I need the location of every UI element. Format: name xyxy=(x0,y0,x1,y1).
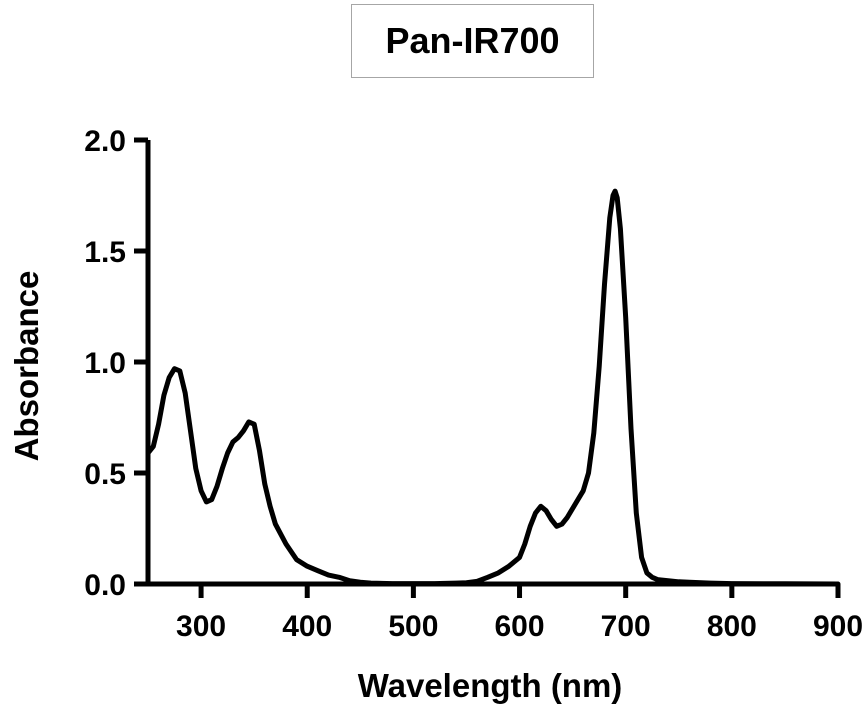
x-tick-label: 600 xyxy=(495,610,545,643)
y-tick-label: 2.0 xyxy=(84,125,126,158)
x-axis-title: Wavelength (nm) xyxy=(358,667,623,704)
x-tick-label: 400 xyxy=(282,610,332,643)
x-tick-label: 300 xyxy=(176,610,226,643)
chart-title: Pan-IR700 xyxy=(351,4,594,78)
y-tick-label: 1.0 xyxy=(84,347,126,380)
x-tick-label: 800 xyxy=(707,610,757,643)
y-axis-title: Absorbance xyxy=(8,271,45,462)
x-tick-label: 900 xyxy=(813,610,863,643)
y-tick-label: 1.5 xyxy=(84,236,126,269)
x-tick-label: 700 xyxy=(601,610,651,643)
y-tick-label: 0.5 xyxy=(84,458,126,491)
absorbance-series-line xyxy=(145,188,841,587)
y-tick-label: 0.0 xyxy=(84,569,126,602)
x-tick-label: 500 xyxy=(388,610,438,643)
